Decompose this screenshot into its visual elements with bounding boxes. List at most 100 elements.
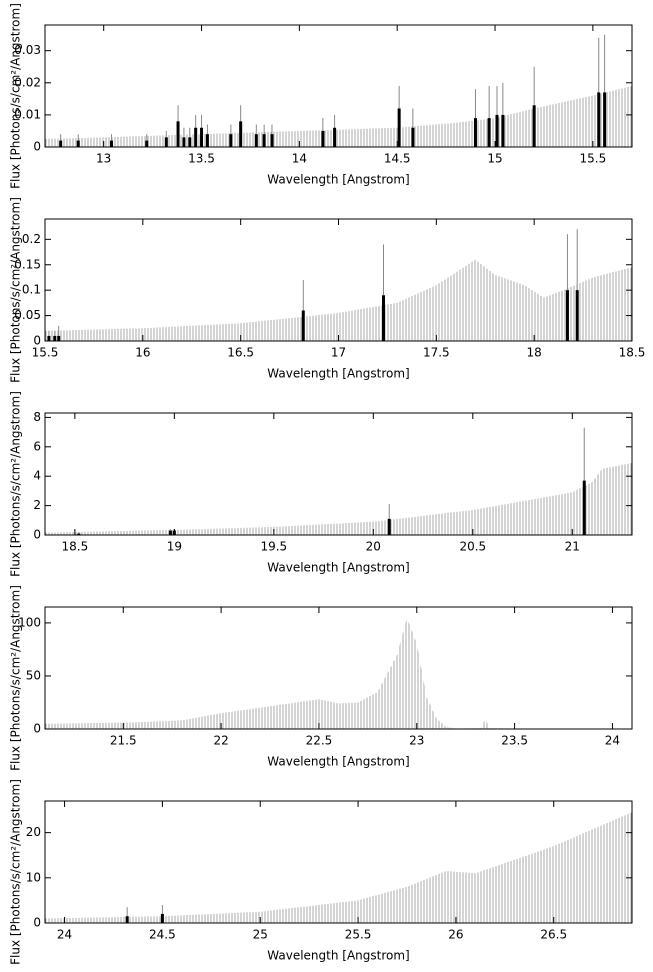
line-flux xyxy=(501,114,505,147)
x-tick-label: 22 xyxy=(213,734,228,748)
x-tick-label: 16.5 xyxy=(227,346,254,360)
y-tick-label: 0.03 xyxy=(14,43,41,57)
flux-envelope xyxy=(45,462,632,535)
x-axis-label: Wavelength [Angstrom] xyxy=(267,561,409,575)
y-tick-label: 2 xyxy=(33,498,41,512)
x-tick-label: 25.5 xyxy=(345,928,372,942)
y-tick-label: 0.1 xyxy=(22,283,41,297)
flux-envelope xyxy=(45,86,632,147)
flux-envelope xyxy=(45,259,632,341)
y-tick-label: 4 xyxy=(33,469,41,483)
x-axis-label: Wavelength [Angstrom] xyxy=(267,755,409,769)
flux-envelope xyxy=(45,812,632,923)
line-flux xyxy=(382,295,386,341)
line-flux xyxy=(262,134,266,147)
x-tick-label: 13.5 xyxy=(188,152,215,166)
line-flux xyxy=(239,121,243,147)
y-axis-label: Flux [Photons/s/cm²/Angstrom] xyxy=(9,779,23,965)
y-tick-label: 0.01 xyxy=(14,107,41,121)
y-tick-label: 0.2 xyxy=(22,232,41,246)
line-flux xyxy=(205,134,209,147)
x-tick-label: 23.5 xyxy=(501,734,528,748)
line-flux xyxy=(194,127,198,147)
y-tick-label: 0 xyxy=(33,916,41,930)
y-tick-label: 0 xyxy=(33,140,41,154)
plot-frame xyxy=(44,606,633,730)
line-flux xyxy=(145,140,149,147)
y-tick-label: 6 xyxy=(33,439,41,453)
line-flux xyxy=(387,518,391,535)
y-axis-label: Flux [Photons/s/cm²/Angstrom] xyxy=(9,197,23,383)
x-tick-label: 18 xyxy=(527,346,542,360)
x-tick-label: 18.5 xyxy=(61,540,88,554)
x-tick-label: 24.5 xyxy=(149,928,176,942)
x-axis-label: Wavelength [Angstrom] xyxy=(267,949,409,963)
line-flux xyxy=(565,290,569,341)
y-tick-label: 100 xyxy=(18,615,41,629)
x-axis-label: Wavelength [Angstrom] xyxy=(267,367,409,381)
y-tick-label: 0.02 xyxy=(14,75,41,89)
line-flux xyxy=(473,118,477,147)
y-tick-label: 8 xyxy=(33,410,41,424)
flux-envelope xyxy=(45,617,632,729)
x-tick-label: 24 xyxy=(605,734,620,748)
line-flux xyxy=(597,92,601,147)
x-tick-label: 19.5 xyxy=(260,540,287,554)
plot-frame xyxy=(44,412,633,536)
line-flux xyxy=(333,127,337,147)
y-tick-label: 0.05 xyxy=(14,308,41,322)
y-tick-label: 0 xyxy=(33,722,41,736)
line-flux xyxy=(53,335,57,341)
x-tick-label: 26 xyxy=(448,928,463,942)
x-tick-label: 24 xyxy=(57,928,72,942)
y-tick-label: 10 xyxy=(26,870,41,884)
line-flux xyxy=(200,127,204,147)
y-tick-label: 20 xyxy=(26,825,41,839)
x-tick-label: 15.5 xyxy=(32,346,59,360)
line-flux xyxy=(168,530,172,535)
line-flux xyxy=(495,114,499,147)
line-flux xyxy=(301,310,305,341)
line-flux xyxy=(164,137,168,147)
line-flux xyxy=(125,916,129,923)
plot-frame xyxy=(44,24,633,148)
x-tick-label: 22.5 xyxy=(306,734,333,748)
line-flux xyxy=(532,105,536,147)
line-flux xyxy=(47,335,51,341)
line-flux xyxy=(59,140,63,147)
line-flux xyxy=(76,140,80,147)
line-flux xyxy=(57,335,61,341)
line-flux xyxy=(603,92,607,147)
x-tick-label: 21 xyxy=(565,540,580,554)
y-axis-label: Flux [Photons/s/cm²/Angstrom] xyxy=(9,585,23,771)
x-tick-label: 19 xyxy=(167,540,182,554)
x-tick-label: 18.5 xyxy=(619,346,646,360)
line-flux xyxy=(411,127,415,147)
x-tick-label: 15 xyxy=(487,152,502,166)
line-flux xyxy=(270,134,274,147)
x-tick-label: 25 xyxy=(253,928,268,942)
x-tick-label: 14 xyxy=(292,152,307,166)
x-tick-label: 16 xyxy=(135,346,150,360)
y-tick-label: 0 xyxy=(33,334,41,348)
y-axis-label: Flux [Photons/s/cm²/Angstrom] xyxy=(9,391,23,577)
x-tick-label: 20.5 xyxy=(459,540,486,554)
x-tick-label: 26.5 xyxy=(540,928,567,942)
line-flux xyxy=(582,480,586,535)
x-tick-label: 15.5 xyxy=(580,152,607,166)
line-flux xyxy=(77,533,81,535)
x-tick-label: 14.5 xyxy=(384,152,411,166)
y-tick-label: 0.15 xyxy=(14,257,41,271)
x-tick-label: 17.5 xyxy=(423,346,450,360)
y-tick-label: 50 xyxy=(26,668,41,682)
plot-frame xyxy=(44,800,633,924)
line-flux xyxy=(176,121,180,147)
x-tick-label: 21.5 xyxy=(110,734,137,748)
line-flux xyxy=(229,134,233,147)
x-tick-label: 13 xyxy=(96,152,111,166)
line-flux xyxy=(575,290,579,341)
line-flux xyxy=(254,134,258,147)
y-axis-label: Flux [Photons/s/cm²/Angstrom] xyxy=(9,3,23,189)
line-flux xyxy=(182,137,186,147)
